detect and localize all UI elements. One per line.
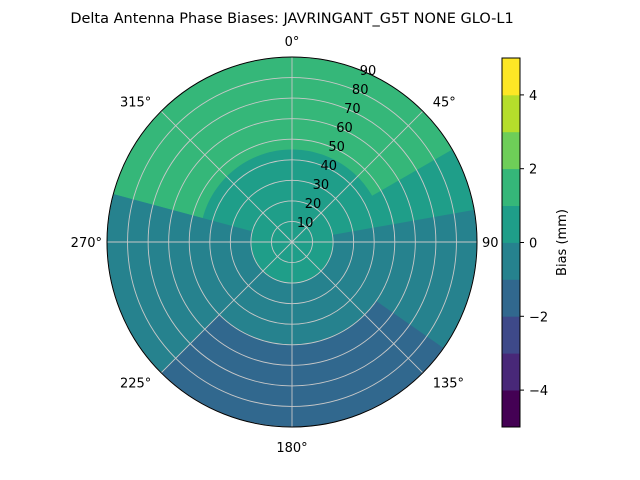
chart-title: Delta Antenna Phase Biases: JAVRINGANT_G… — [70, 11, 513, 27]
radial-tick-labels: 10 20 30 40 50 60 70 80 90 — [297, 64, 376, 231]
polar-frame — [106, 56, 478, 428]
radial-tick-label: 40 — [320, 159, 337, 174]
angular-gridline — [291, 241, 424, 374]
colorbar: −4 −2 0 2 4 Bias (mm) — [501, 57, 570, 428]
polar-plot-area: 10 20 30 40 50 60 70 80 90 0° 45° 90 135° 180° 225° 27… — [71, 35, 499, 456]
radial-tick-label: 80 — [352, 83, 369, 98]
angular-gridline — [160, 110, 293, 243]
polar-grid — [106, 56, 478, 428]
angular-tick-label: 90 — [482, 236, 499, 251]
radial-tick-label: 60 — [336, 121, 353, 136]
colorbar-segment — [502, 242, 520, 280]
radial-tick-label: 30 — [313, 178, 330, 193]
colorbar-segment — [502, 58, 520, 96]
colorbar-label: Bias (mm) — [555, 209, 570, 276]
angular-tick-label: 0° — [285, 35, 300, 50]
angular-gridline — [291, 110, 424, 243]
colorbar-segment — [502, 390, 520, 428]
colorbar-tick-label: 2 — [529, 163, 537, 178]
angular-tick-label: 180° — [276, 441, 307, 456]
angular-tick-label: 135° — [433, 377, 464, 392]
angular-tick-labels: 0° 45° 90 135° 180° 225° 270° 315° — [71, 35, 499, 456]
colorbar-segment — [502, 353, 520, 391]
colorbar-segment — [502, 205, 520, 243]
colorbar-tick-label: 4 — [529, 89, 537, 104]
colorbar-segment — [502, 94, 520, 133]
colorbar-tick-label: −2 — [529, 310, 548, 325]
colorbar-segment — [502, 131, 520, 170]
radial-tick-label: 20 — [305, 197, 322, 212]
angular-gridline — [160, 241, 293, 374]
radial-tick-label: 10 — [297, 216, 314, 231]
angular-tick-label: 45° — [433, 95, 456, 110]
radial-tick-label: 70 — [344, 102, 361, 117]
angular-tick-label: 225° — [120, 377, 151, 392]
colorbar-segment — [502, 316, 520, 354]
colorbar-segment — [502, 279, 520, 317]
angular-tick-label: 270° — [71, 236, 102, 251]
colorbar-segment — [502, 168, 520, 206]
angular-tick-label: 315° — [120, 95, 151, 110]
radial-tick-label: 50 — [328, 140, 345, 155]
radial-tick-label: 90 — [360, 64, 377, 79]
colorbar-tick-label: −4 — [529, 384, 548, 399]
colorbar-tick-label: 0 — [529, 237, 537, 252]
